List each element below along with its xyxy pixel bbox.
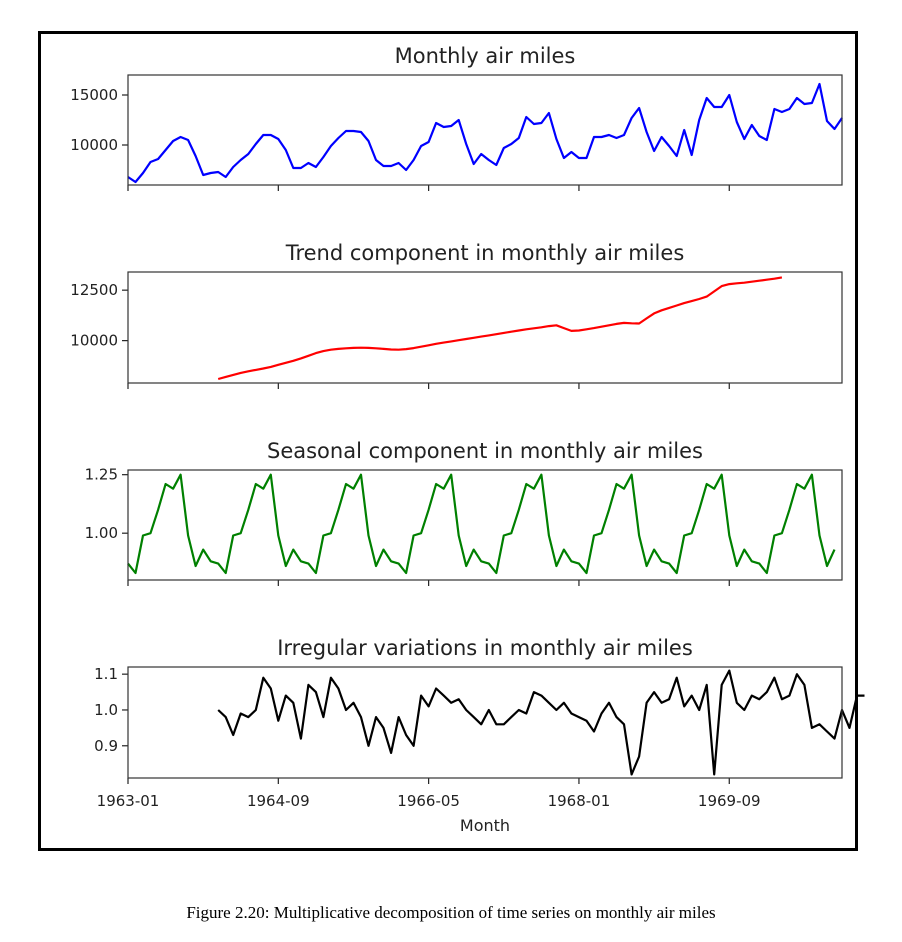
series-line — [127, 82, 843, 184]
x-tick-label: 1966-05 — [397, 792, 460, 810]
series-line — [127, 473, 836, 575]
plot-frame — [127, 271, 843, 384]
figure-frame — [38, 31, 858, 851]
x-tick-label: 1963-01 — [97, 792, 160, 810]
y-tick-label: 1.25 — [85, 466, 118, 484]
y-tick-label: 1.1 — [94, 665, 118, 683]
y-tick-label: 1.00 — [85, 524, 118, 542]
x-tick-label: 1968-01 — [548, 792, 611, 810]
panel-title: Trend component in monthly air miles — [285, 241, 685, 265]
series-line — [217, 276, 783, 381]
x-axis-label: Month — [460, 816, 510, 835]
figure-caption: Figure 2.20: Multiplicative decompositio… — [186, 903, 716, 922]
panel-title: Irregular variations in monthly air mile… — [277, 636, 693, 660]
plot-frame — [127, 74, 843, 186]
series-line — [217, 669, 865, 776]
panel-title: Seasonal component in monthly air miles — [267, 439, 703, 463]
y-tick-label: 15000 — [70, 86, 118, 104]
y-tick-label: 0.9 — [94, 737, 118, 755]
y-tick-label: 10000 — [70, 136, 118, 154]
y-tick-label: 1.0 — [94, 701, 118, 719]
plot-frame — [127, 469, 843, 581]
x-tick-label: 1969-09 — [698, 792, 761, 810]
decomposition-chart: Monthly air miles 10000 15000 Trend compone… — [70, 44, 865, 835]
y-tick-label: 12500 — [70, 281, 118, 299]
y-tick-label: 10000 — [70, 332, 118, 350]
plot-frame — [127, 666, 843, 779]
panel-title: Monthly air miles — [395, 44, 576, 68]
x-tick-label: 1964-09 — [247, 792, 310, 810]
